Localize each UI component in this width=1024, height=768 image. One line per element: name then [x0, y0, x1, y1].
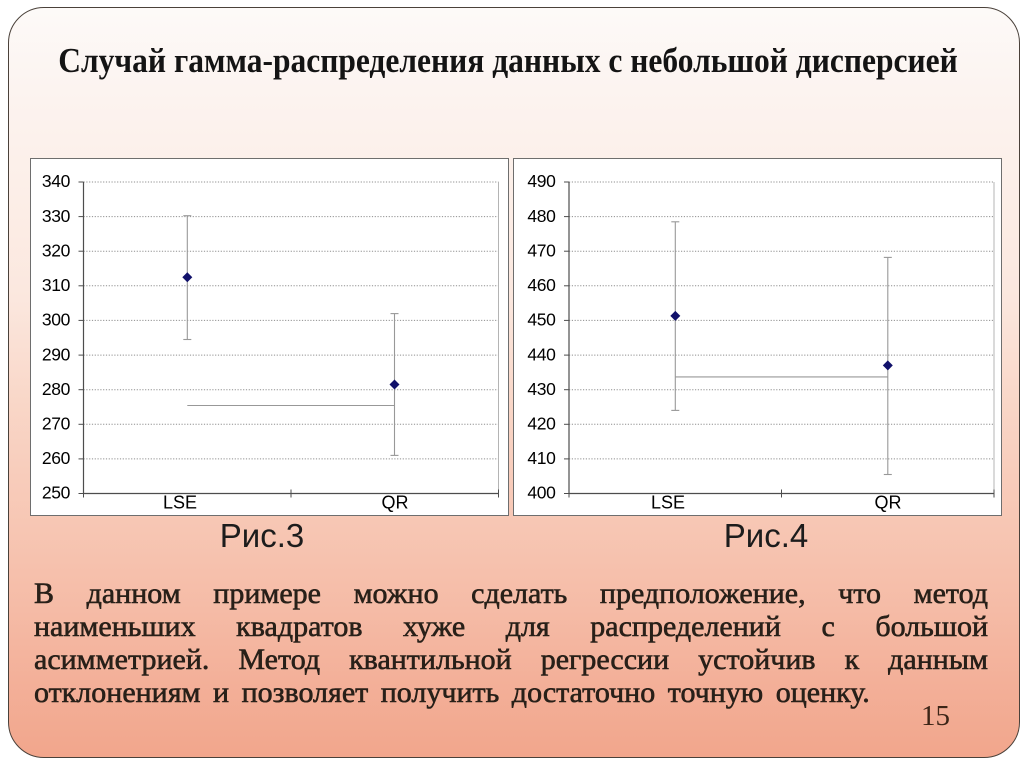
- svg-text:440: 440: [527, 344, 556, 364]
- svg-text:340: 340: [42, 171, 71, 191]
- svg-text:320: 320: [42, 240, 71, 260]
- svg-text:400: 400: [527, 483, 556, 503]
- svg-text:470: 470: [527, 240, 556, 260]
- svg-text:310: 310: [42, 275, 71, 295]
- svg-text:460: 460: [527, 275, 556, 295]
- svg-text:330: 330: [42, 206, 71, 226]
- svg-text:260: 260: [42, 448, 71, 468]
- svg-text:450: 450: [527, 310, 556, 330]
- svg-text:480: 480: [527, 206, 556, 226]
- svg-text:300: 300: [42, 310, 71, 330]
- svg-text:490: 490: [527, 171, 556, 191]
- svg-text:290: 290: [42, 344, 71, 364]
- svg-text:QR: QR: [875, 493, 902, 513]
- svg-text:410: 410: [527, 448, 556, 468]
- svg-text:LSE: LSE: [651, 493, 685, 513]
- svg-text:270: 270: [42, 414, 71, 434]
- svg-text:420: 420: [527, 414, 556, 434]
- svg-text:430: 430: [527, 379, 556, 399]
- svg-text:QR: QR: [382, 493, 409, 513]
- svg-text:250: 250: [42, 483, 71, 503]
- svg-text:280: 280: [42, 379, 71, 399]
- svg-text:LSE: LSE: [163, 493, 197, 513]
